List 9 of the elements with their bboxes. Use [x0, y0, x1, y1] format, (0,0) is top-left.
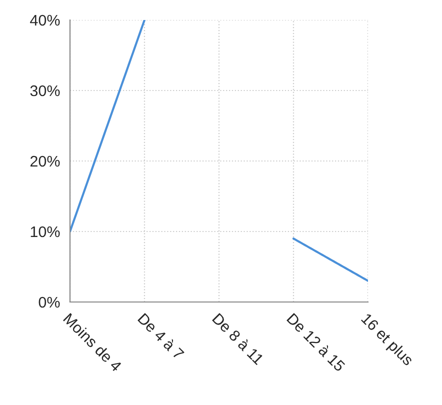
y-tick-label: 20% [30, 156, 60, 167]
y-tick-label: 40% [30, 14, 60, 26]
x-tick-label: De 4 à 7 [137, 312, 185, 360]
x-tick-label: 16 et plus [358, 312, 414, 368]
x-tick-label: De 12 à 15 [286, 312, 346, 372]
y-tick-label: 0% [38, 296, 60, 308]
y-tick-label: 10% [30, 226, 60, 238]
x-tick-label: De 8 à 11 [212, 312, 265, 366]
y-tick-label: 30% [30, 85, 60, 96]
